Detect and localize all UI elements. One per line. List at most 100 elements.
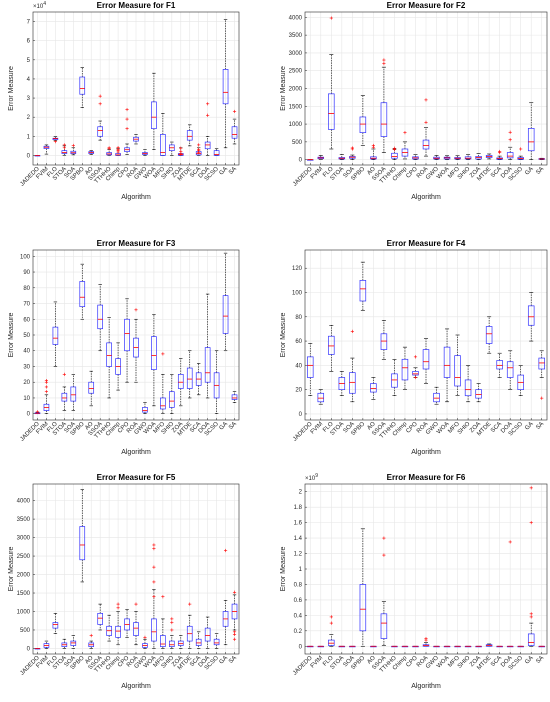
box-WOA: [151, 72, 157, 150]
box-Chimp: [401, 645, 409, 648]
outlier-marker: [125, 117, 129, 121]
x-tick-label: SA: [228, 166, 238, 176]
x-tick-label: SA: [535, 421, 545, 431]
box-iqr: [79, 526, 86, 561]
box-DOA: [204, 616, 211, 649]
outlier-marker: [223, 548, 228, 553]
box-iqr: [124, 318, 130, 352]
box-SPBO: [79, 263, 86, 320]
box-iqr: [169, 640, 175, 647]
box-JADEDO: [307, 343, 314, 397]
outlier-marker: [350, 329, 354, 333]
box-SOA: [349, 645, 356, 648]
y-tick-label: 50: [23, 333, 30, 339]
box-ZOA: [475, 645, 482, 648]
y-tick-label: 0.2: [294, 629, 303, 635]
y-tick-label: 3500: [289, 33, 303, 39]
outlier-marker: [529, 615, 533, 619]
chart-title: Error Measure for F1: [97, 1, 176, 10]
y-tick-label: 6: [27, 39, 31, 45]
box-iqr: [401, 358, 409, 381]
box-AO: [370, 377, 377, 400]
box-SCA: [496, 352, 503, 378]
y-tick-label: 1.2: [294, 552, 303, 558]
box-Chimp: [115, 602, 121, 646]
box-SHIO: [464, 154, 472, 160]
outlier-marker: [152, 580, 156, 584]
y-tick-label: 1.8: [294, 505, 303, 511]
box-MFO: [454, 645, 461, 648]
outlier-marker: [179, 150, 183, 154]
box-JADEDO: [307, 645, 314, 648]
box-Chimp: [115, 342, 121, 391]
y-tick-label: 3000: [289, 51, 303, 57]
y-tick-label: 60: [295, 339, 302, 345]
outlier-marker: [125, 127, 129, 131]
box-MTDE: [485, 153, 493, 160]
box-GA: [527, 292, 535, 342]
x-tick-label: AO: [366, 166, 377, 177]
y-axis-label: Error Measure: [8, 66, 15, 111]
y-tick-label: 4000: [17, 499, 31, 505]
box-iqr: [527, 305, 535, 326]
box-SOA: [349, 329, 356, 403]
box-ROA: [133, 602, 139, 646]
box-TTHHO: [106, 317, 112, 399]
outlier-marker: [35, 410, 40, 414]
x-axis-label: Algorithm: [411, 194, 441, 201]
box-GA: [527, 486, 535, 647]
outlier-marker: [53, 140, 57, 144]
box-FLO: [52, 136, 59, 144]
outlier-marker: [134, 308, 138, 312]
box-STOA: [338, 154, 346, 160]
outlier-marker: [392, 146, 397, 150]
box-SPBO: [79, 489, 86, 583]
box-FVIM: [317, 155, 325, 160]
box-CPO: [412, 154, 419, 160]
y-tick-label: 1.6: [294, 521, 303, 527]
box-GA: [222, 252, 229, 352]
box-iqr: [222, 69, 229, 105]
y-tick-label: 1: [299, 567, 303, 573]
box-GA: [527, 102, 535, 160]
x-tick-label: GA: [524, 421, 534, 431]
outlier-marker: [89, 633, 93, 638]
box-SOA: [70, 635, 77, 649]
box-CPO: [412, 645, 419, 648]
outlier-marker: [152, 547, 156, 551]
box-MTDE: [186, 124, 193, 147]
outlier-marker: [98, 102, 102, 106]
outlier-marker: [382, 61, 386, 66]
outlier-marker: [424, 120, 428, 124]
box-iqr: [359, 280, 367, 302]
box-TTHHO: [391, 358, 398, 397]
box-STOA: [61, 372, 68, 411]
box-AO: [88, 370, 95, 407]
outlier-marker: [529, 612, 533, 616]
box-SCSO: [517, 365, 524, 397]
box-iqr: [97, 304, 103, 330]
box-GA: [222, 548, 229, 646]
y-tick-label: 30: [23, 364, 30, 370]
box-FVIM: [43, 144, 50, 155]
y-tick-label: 1000: [289, 122, 303, 128]
box-FLO: [52, 301, 59, 367]
box-SA: [538, 645, 545, 648]
outlier-marker: [371, 143, 375, 148]
box-SHIO: [464, 365, 472, 403]
outlier-marker: [206, 113, 210, 117]
y-axis-label: Error Measure: [280, 313, 287, 358]
x-tick-label: GA: [524, 166, 534, 176]
box-iqr: [79, 76, 86, 95]
box-Chimp: [401, 131, 409, 160]
box-MTDE: [186, 350, 193, 399]
box-SSOA: [380, 58, 388, 153]
box-SCSO: [213, 633, 220, 649]
y-tick-label: 20: [23, 380, 30, 386]
box-STOA: [338, 371, 346, 397]
chart-title: Error Measure for F6: [387, 473, 466, 482]
y-tick-label: 3000: [17, 536, 31, 542]
box-JADEDO: [307, 159, 314, 161]
x-tick-label: SA: [228, 655, 238, 665]
y-tick-label: 0.6: [294, 598, 303, 604]
